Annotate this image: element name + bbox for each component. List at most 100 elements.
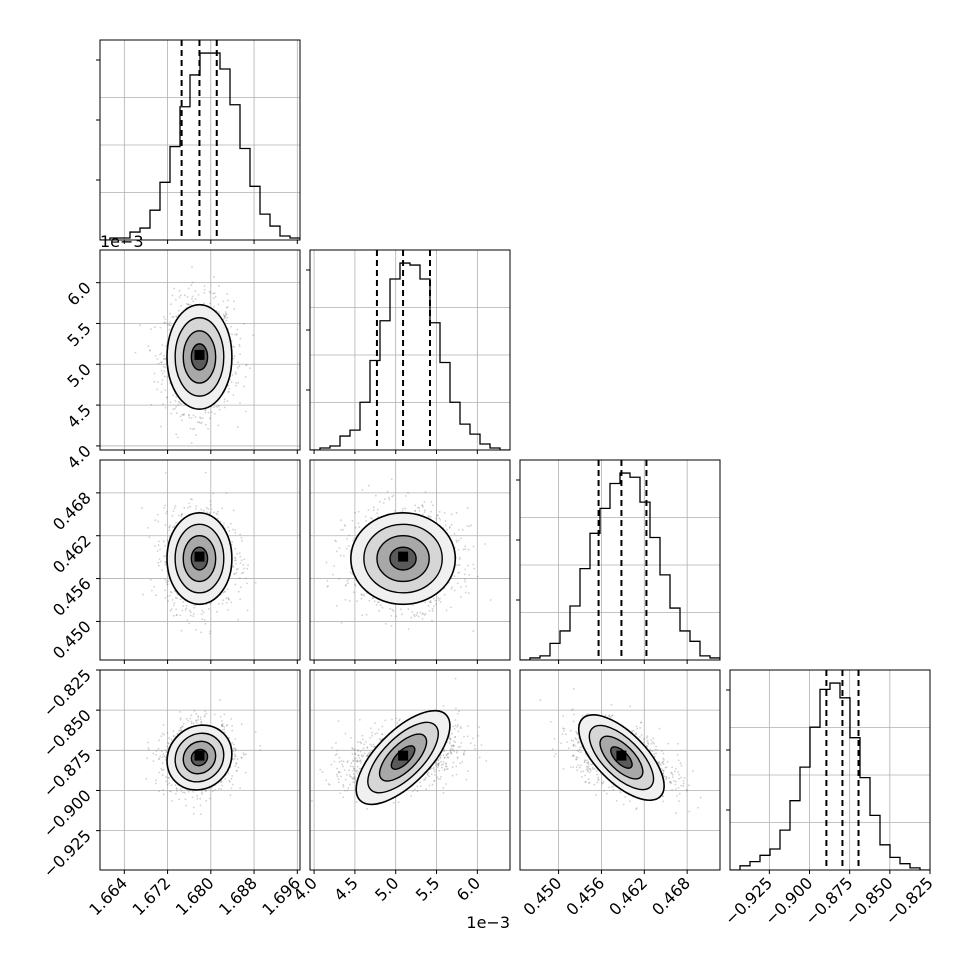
sample-point (224, 317, 226, 319)
sample-point (212, 493, 214, 495)
sample-point (368, 600, 370, 602)
sample-point (451, 586, 453, 588)
sample-point (155, 754, 157, 756)
sample-point (148, 749, 150, 751)
sample-point (245, 376, 247, 378)
sample-point (213, 512, 215, 514)
sample-point (205, 424, 207, 426)
sample-point (238, 591, 240, 593)
sample-point (462, 529, 464, 531)
sample-point (234, 738, 236, 740)
sample-point (211, 787, 213, 789)
sample-point (196, 722, 198, 724)
sample-point (361, 598, 363, 600)
sample-point (450, 607, 452, 609)
sample-point (226, 293, 228, 295)
sample-point (203, 612, 205, 614)
sample-point (177, 404, 179, 406)
sample-point (432, 504, 434, 506)
sample-point (218, 285, 220, 287)
sample-point (192, 796, 194, 798)
sample-point (162, 733, 164, 735)
sample-point (182, 601, 184, 603)
sample-point (365, 516, 367, 518)
sample-point (237, 426, 239, 428)
sample-point (163, 355, 165, 357)
sample-point (186, 619, 188, 621)
sample-point (162, 403, 164, 405)
sample-point (226, 317, 228, 319)
sample-point (231, 334, 233, 336)
sample-point (172, 599, 174, 601)
sample-point (162, 762, 164, 764)
hist-panel-2 (516, 460, 720, 664)
sample-point (190, 615, 192, 617)
sample-point (237, 367, 239, 369)
sample-point (429, 610, 431, 612)
sample-point (158, 748, 160, 750)
sample-point (449, 526, 451, 528)
sample-point (217, 518, 219, 520)
sample-point (160, 560, 162, 562)
sample-point (391, 496, 393, 498)
sample-point (181, 419, 183, 421)
sample-point (457, 564, 459, 566)
sample-point (236, 329, 238, 331)
sample-point (433, 598, 435, 600)
sample-point (191, 442, 193, 444)
sample-point (451, 588, 453, 590)
sample-point (239, 598, 241, 600)
sample-point (218, 311, 220, 313)
sample-point (196, 713, 198, 715)
sample-point (490, 599, 492, 601)
sample-point (156, 389, 158, 391)
sample-point (444, 594, 446, 596)
sample-point (173, 288, 175, 290)
sample-point (222, 599, 224, 601)
sample-point (163, 734, 165, 736)
sample-point (326, 562, 328, 564)
sample-point (161, 383, 163, 385)
sample-point (243, 385, 245, 387)
sample-point (334, 540, 336, 542)
sample-point (456, 541, 458, 543)
sample-point (205, 472, 207, 474)
sample-point (205, 800, 207, 802)
sample-point (166, 511, 168, 513)
sample-point (191, 266, 193, 268)
sample-point (247, 564, 249, 566)
sample-point (239, 365, 241, 367)
sample-point (393, 610, 395, 612)
sample-point (213, 297, 215, 299)
sample-point (185, 805, 187, 807)
sample-point (421, 504, 423, 506)
sample-point (167, 583, 169, 585)
sample-point (172, 730, 174, 732)
sample-point (195, 508, 197, 510)
sample-point (419, 510, 421, 512)
sample-point (171, 784, 173, 786)
sample-point (187, 296, 189, 298)
sample-point (163, 507, 165, 509)
sample-point (206, 507, 208, 509)
sample-point (204, 710, 206, 712)
sample-point (249, 367, 251, 369)
sample-point (470, 524, 472, 526)
sample-point (164, 322, 166, 324)
sample-point (459, 558, 461, 560)
sample-point (230, 718, 232, 720)
sample-point (141, 507, 143, 509)
sample-point (200, 509, 202, 511)
sample-point (231, 541, 233, 543)
sample-point (157, 521, 159, 523)
sample-point (417, 507, 419, 509)
sample-point (163, 793, 165, 795)
sample-point (175, 299, 177, 301)
sample-point (171, 608, 173, 610)
sample-point (232, 566, 234, 568)
sample-point (195, 434, 197, 436)
sample-point (460, 538, 462, 540)
sample-point (188, 503, 190, 505)
sample-point (214, 292, 216, 294)
sample-point (150, 579, 152, 581)
